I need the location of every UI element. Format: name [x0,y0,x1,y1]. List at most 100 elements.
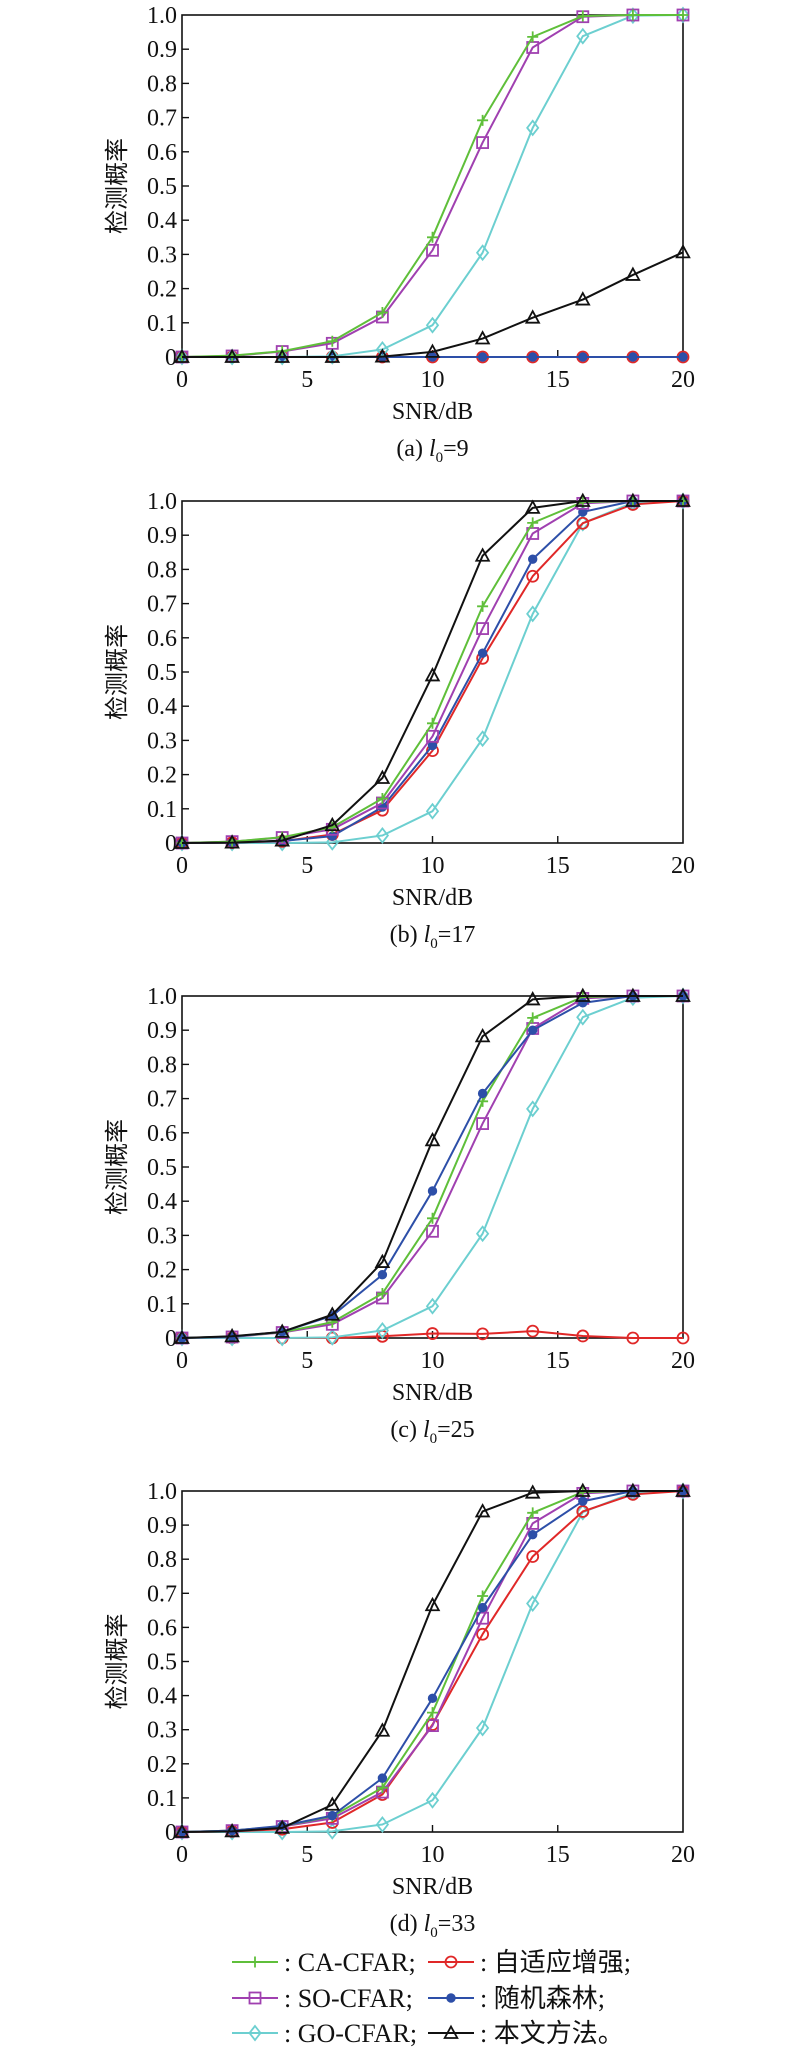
data-point-ours [424,667,441,682]
y-axis-label: 检测概率 [104,1119,131,1215]
x-tick-label: 20 [671,1842,695,1868]
y-tick-label: 0.7 [147,592,177,618]
data-point-ours [274,1819,291,1834]
data-point-rf [477,352,488,362]
data-point-ca [577,10,589,22]
data-point-ca [427,1707,438,1719]
x-tick-label: 10 [421,1842,445,1868]
data-point-ours [224,1822,240,1838]
legend-label: : CA-CFAR; [284,1948,416,1977]
series-line-so [181,500,683,844]
x-tick-label: 0 [176,853,188,879]
series-ours [174,492,691,849]
series-line-ad [181,1490,684,1833]
caption-subscript: 0 [430,1431,438,1447]
y-tick-label: 0.9 [147,1018,177,1044]
y-axis-label: 检测概率 [104,138,131,234]
data-point-ad [526,569,540,583]
x-tick-label: 10 [421,853,445,879]
data-point-rf [477,648,488,658]
series-ours [174,243,691,363]
data-point-ad [526,1550,540,1563]
y-tick-label: 0.9 [147,523,177,549]
data-point-ours [374,1722,391,1737]
data-point-ours [574,492,591,507]
data-point-so [426,243,439,257]
series-line-ca [181,500,683,844]
chart-caption: (b) l0=17 [390,922,476,952]
data-point-ca [477,600,489,612]
y-tick-label: 1.0 [147,1479,177,1505]
data-point-rf [578,1496,588,1506]
data-point-ours [174,834,190,849]
series-go [175,987,690,1347]
legend-item-ca: : CA-CFAR; [232,1948,416,1977]
plot-frame [181,500,684,844]
series-go [175,6,690,366]
data-point-so [426,729,439,743]
y-tick-label: 0.1 [147,797,177,823]
caption-variable: l [424,1911,431,1937]
data-point-go [325,833,339,851]
data-point-ca [477,1590,489,1602]
x-tick-label: 15 [546,1348,570,1374]
series-line-go [182,995,684,1339]
series-ca [176,1485,689,1838]
data-point-go [275,1329,289,1347]
data-point-go [475,244,490,262]
y-tick-label: 0.4 [147,1189,177,1215]
series-so [175,494,690,850]
x-tick-label: 10 [421,367,445,393]
caption-suffix: =9 [443,436,469,462]
data-point-ad [676,1331,690,1345]
data-point-go [325,1328,339,1346]
data-point-rf [528,1025,538,1035]
caption-prefix: (d) [390,1911,424,1937]
data-point-go [425,316,440,334]
data-point-ours [675,1482,691,1497]
series-line-so [181,995,683,1339]
x-axis-label: SNR/dB [392,1874,473,1900]
data-point-go [475,730,490,748]
data-point-rf [477,1088,488,1099]
data-point-ours [374,348,391,363]
data-point-go [325,347,339,365]
y-tick-label: 0.8 [147,557,177,583]
caption-variable: l [424,922,431,948]
chart-caption: (c) l0=25 [390,1417,474,1447]
data-point-ours [574,1482,591,1497]
data-point-go [425,1791,440,1809]
data-point-go [526,605,540,623]
data-point-rf [528,1529,538,1540]
legend-marker-ca [249,1956,261,1968]
data-point-ours [424,1131,441,1147]
data-point-ours [274,1323,291,1338]
data-point-ours [524,1484,541,1499]
data-point-ca [527,31,539,43]
data-point-go [375,1816,390,1833]
data-point-ca [326,335,338,347]
series-line-ours [181,1490,683,1833]
series-line-ours [181,995,683,1339]
y-tick-label: 0.8 [147,1052,177,1078]
series-rf [177,991,688,1343]
series-line-ours [182,251,684,358]
y-tick-label: 0.2 [147,763,177,789]
data-point-ours [625,987,641,1002]
data-point-ad [476,1627,490,1641]
plot-frame [181,1490,684,1833]
data-point-so [476,1117,490,1130]
y-tick-label: 0.5 [147,660,177,686]
y-tick-label: 0.6 [147,1615,177,1641]
y-tick-label: 0.5 [147,1155,177,1181]
y-tick-label: 0.2 [147,277,177,303]
data-point-ad [576,1505,590,1518]
series-ca [176,9,689,363]
chart-a: 0 0.1 0.2 0.3 0.4 0.5 0.6 0.7 0.8 0.9 1.0 0 5 10 15 20 S… [104,3,695,466]
y-tick-label: 0.2 [147,1752,177,1778]
y-tick-label: 0.4 [147,1684,177,1710]
x-axis-label: SNR/dB [392,885,473,911]
caption-suffix: =25 [437,1417,475,1443]
data-point-ours [324,348,341,363]
